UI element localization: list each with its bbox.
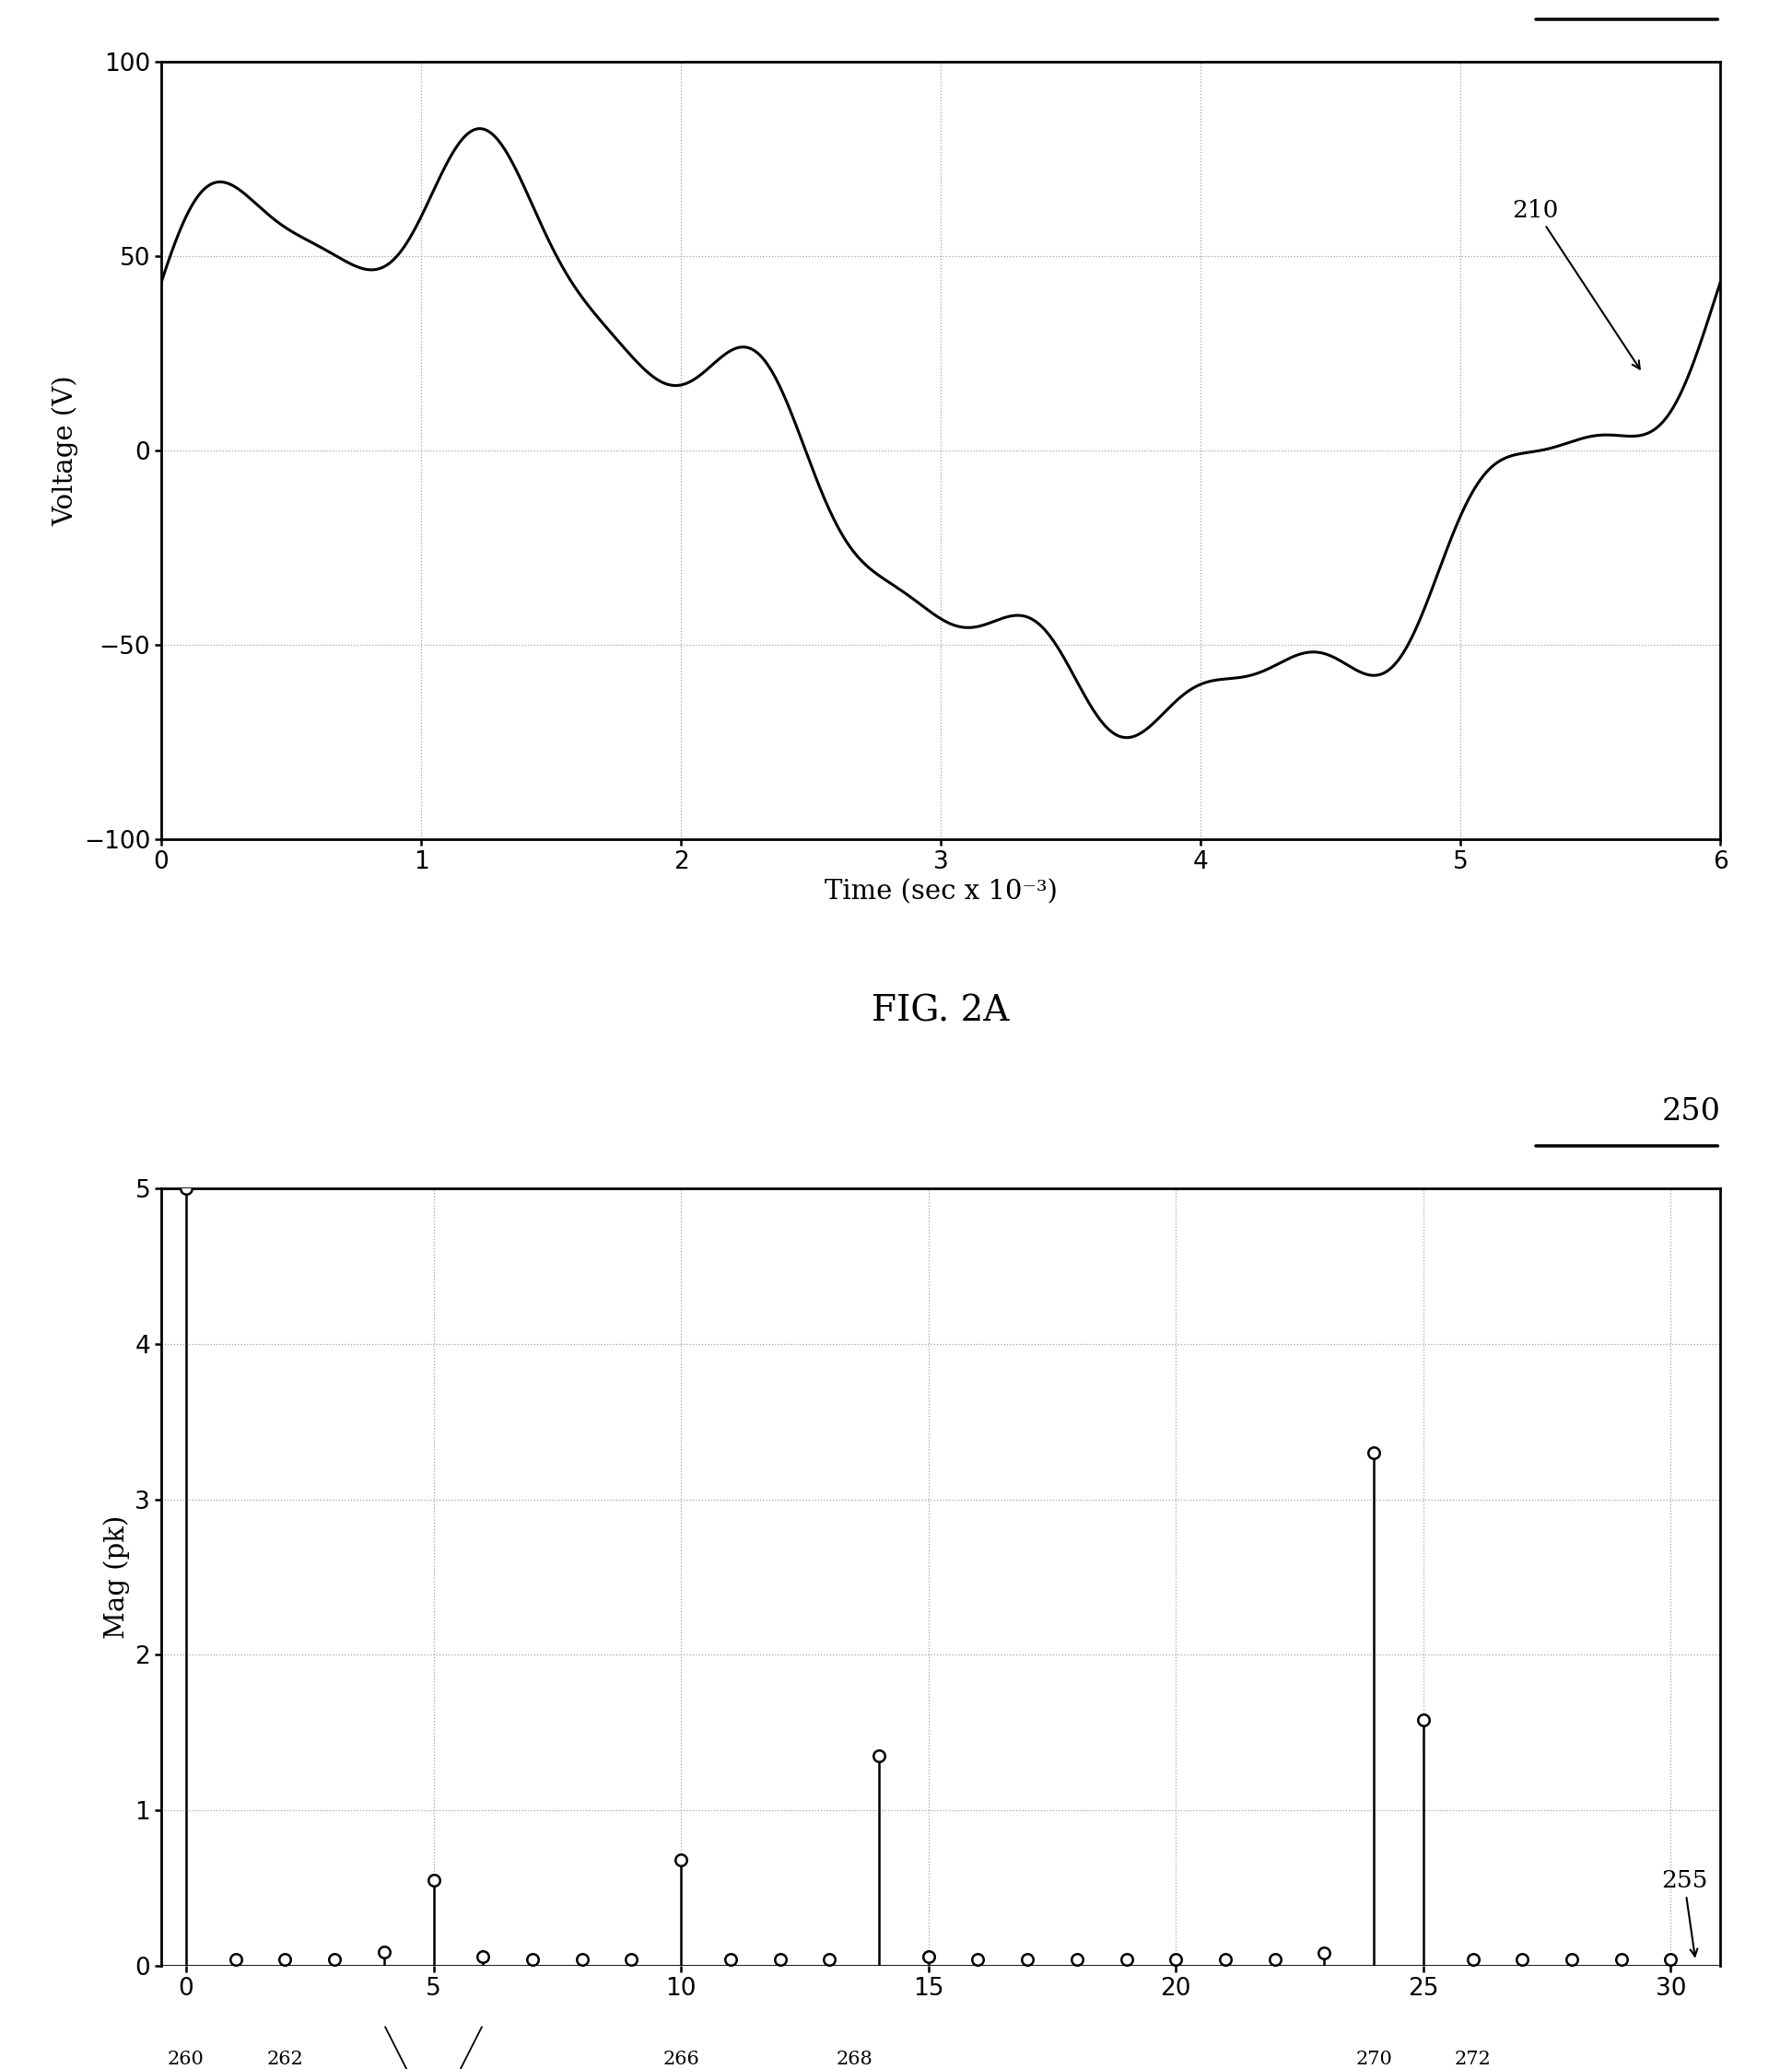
Text: 262: 262 bbox=[267, 2050, 303, 2069]
Text: 270: 270 bbox=[1355, 2050, 1392, 2069]
X-axis label: Time (sec x 10⁻³): Time (sec x 10⁻³) bbox=[824, 879, 1057, 904]
Text: 210: 210 bbox=[1512, 199, 1640, 368]
Y-axis label: Mag (pk): Mag (pk) bbox=[104, 1515, 129, 1639]
Text: 268: 268 bbox=[835, 2050, 873, 2069]
Text: 272: 272 bbox=[1455, 2050, 1491, 2069]
Text: 266: 266 bbox=[663, 2050, 699, 2069]
Y-axis label: Voltage (V): Voltage (V) bbox=[52, 374, 79, 526]
Text: 255: 255 bbox=[1661, 1870, 1708, 1955]
Text: FIG. 2A: FIG. 2A bbox=[873, 995, 1009, 1028]
Text: 250: 250 bbox=[1661, 1097, 1720, 1126]
Text: 260: 260 bbox=[168, 2050, 204, 2069]
